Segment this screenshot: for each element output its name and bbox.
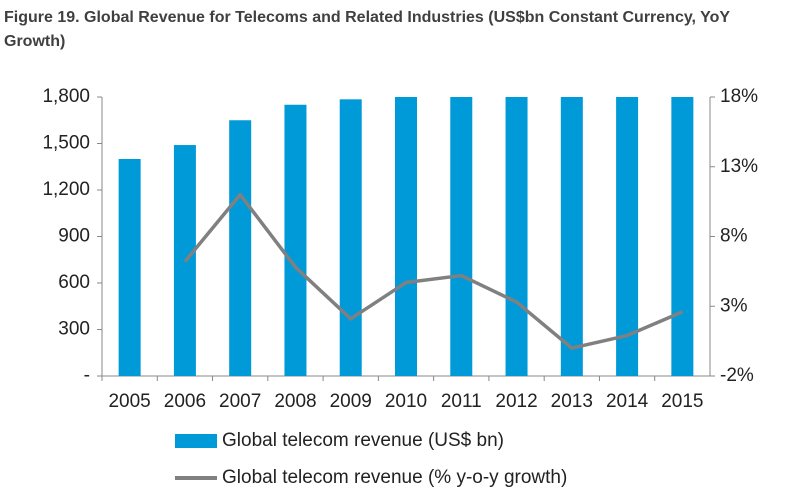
x-tick-label: 2006: [164, 391, 206, 412]
line: [183, 192, 684, 350]
y2-tick-label: 18%: [720, 86, 758, 107]
bar: [339, 99, 362, 376]
x-tick-label: 2014: [606, 391, 649, 412]
legend-label: Global telecom revenue (US$ bn): [222, 430, 504, 451]
bar: [118, 159, 141, 376]
y2-tick-label: 3%: [720, 295, 748, 316]
y-tick-label: 1,200: [42, 179, 90, 200]
y-tick-label: 1,800: [42, 86, 90, 107]
y-tick-label: -: [84, 365, 90, 386]
x-tick-label: 2007: [219, 391, 261, 412]
x-tick-label: 2011: [441, 391, 482, 412]
bar: [284, 104, 307, 376]
x-tick-label: 2008: [274, 391, 316, 412]
bar: [560, 97, 583, 376]
y-tick-label: 300: [58, 319, 90, 340]
x-tick-label: 2013: [551, 391, 593, 412]
bar: [395, 97, 417, 376]
y2-tick-label: 13%: [720, 156, 758, 177]
y-tick-label: 600: [58, 272, 90, 293]
x-tick-label: 2009: [330, 391, 372, 412]
bar: [671, 97, 694, 376]
chart-title: Figure 19. Global Revenue for Telecoms a…: [4, 9, 730, 50]
y-tick-label: 1,500: [42, 133, 90, 154]
x-tick-label: 2010: [385, 391, 427, 412]
x-tick-label: 2005: [108, 391, 150, 412]
bar: [229, 120, 252, 376]
legend-label: Global telecom revenue (% y-o-y growth): [222, 467, 567, 488]
y-tick-label: 900: [58, 226, 90, 247]
bar: [616, 97, 639, 376]
bar: [505, 97, 528, 376]
legend-swatch: [175, 434, 217, 448]
y2-tick-label: 8%: [720, 226, 748, 247]
x-tick-label: 2015: [661, 391, 703, 412]
x-tick-label: 2012: [495, 391, 537, 412]
bar: [450, 97, 473, 376]
y2-tick-label: -2%: [720, 365, 754, 386]
